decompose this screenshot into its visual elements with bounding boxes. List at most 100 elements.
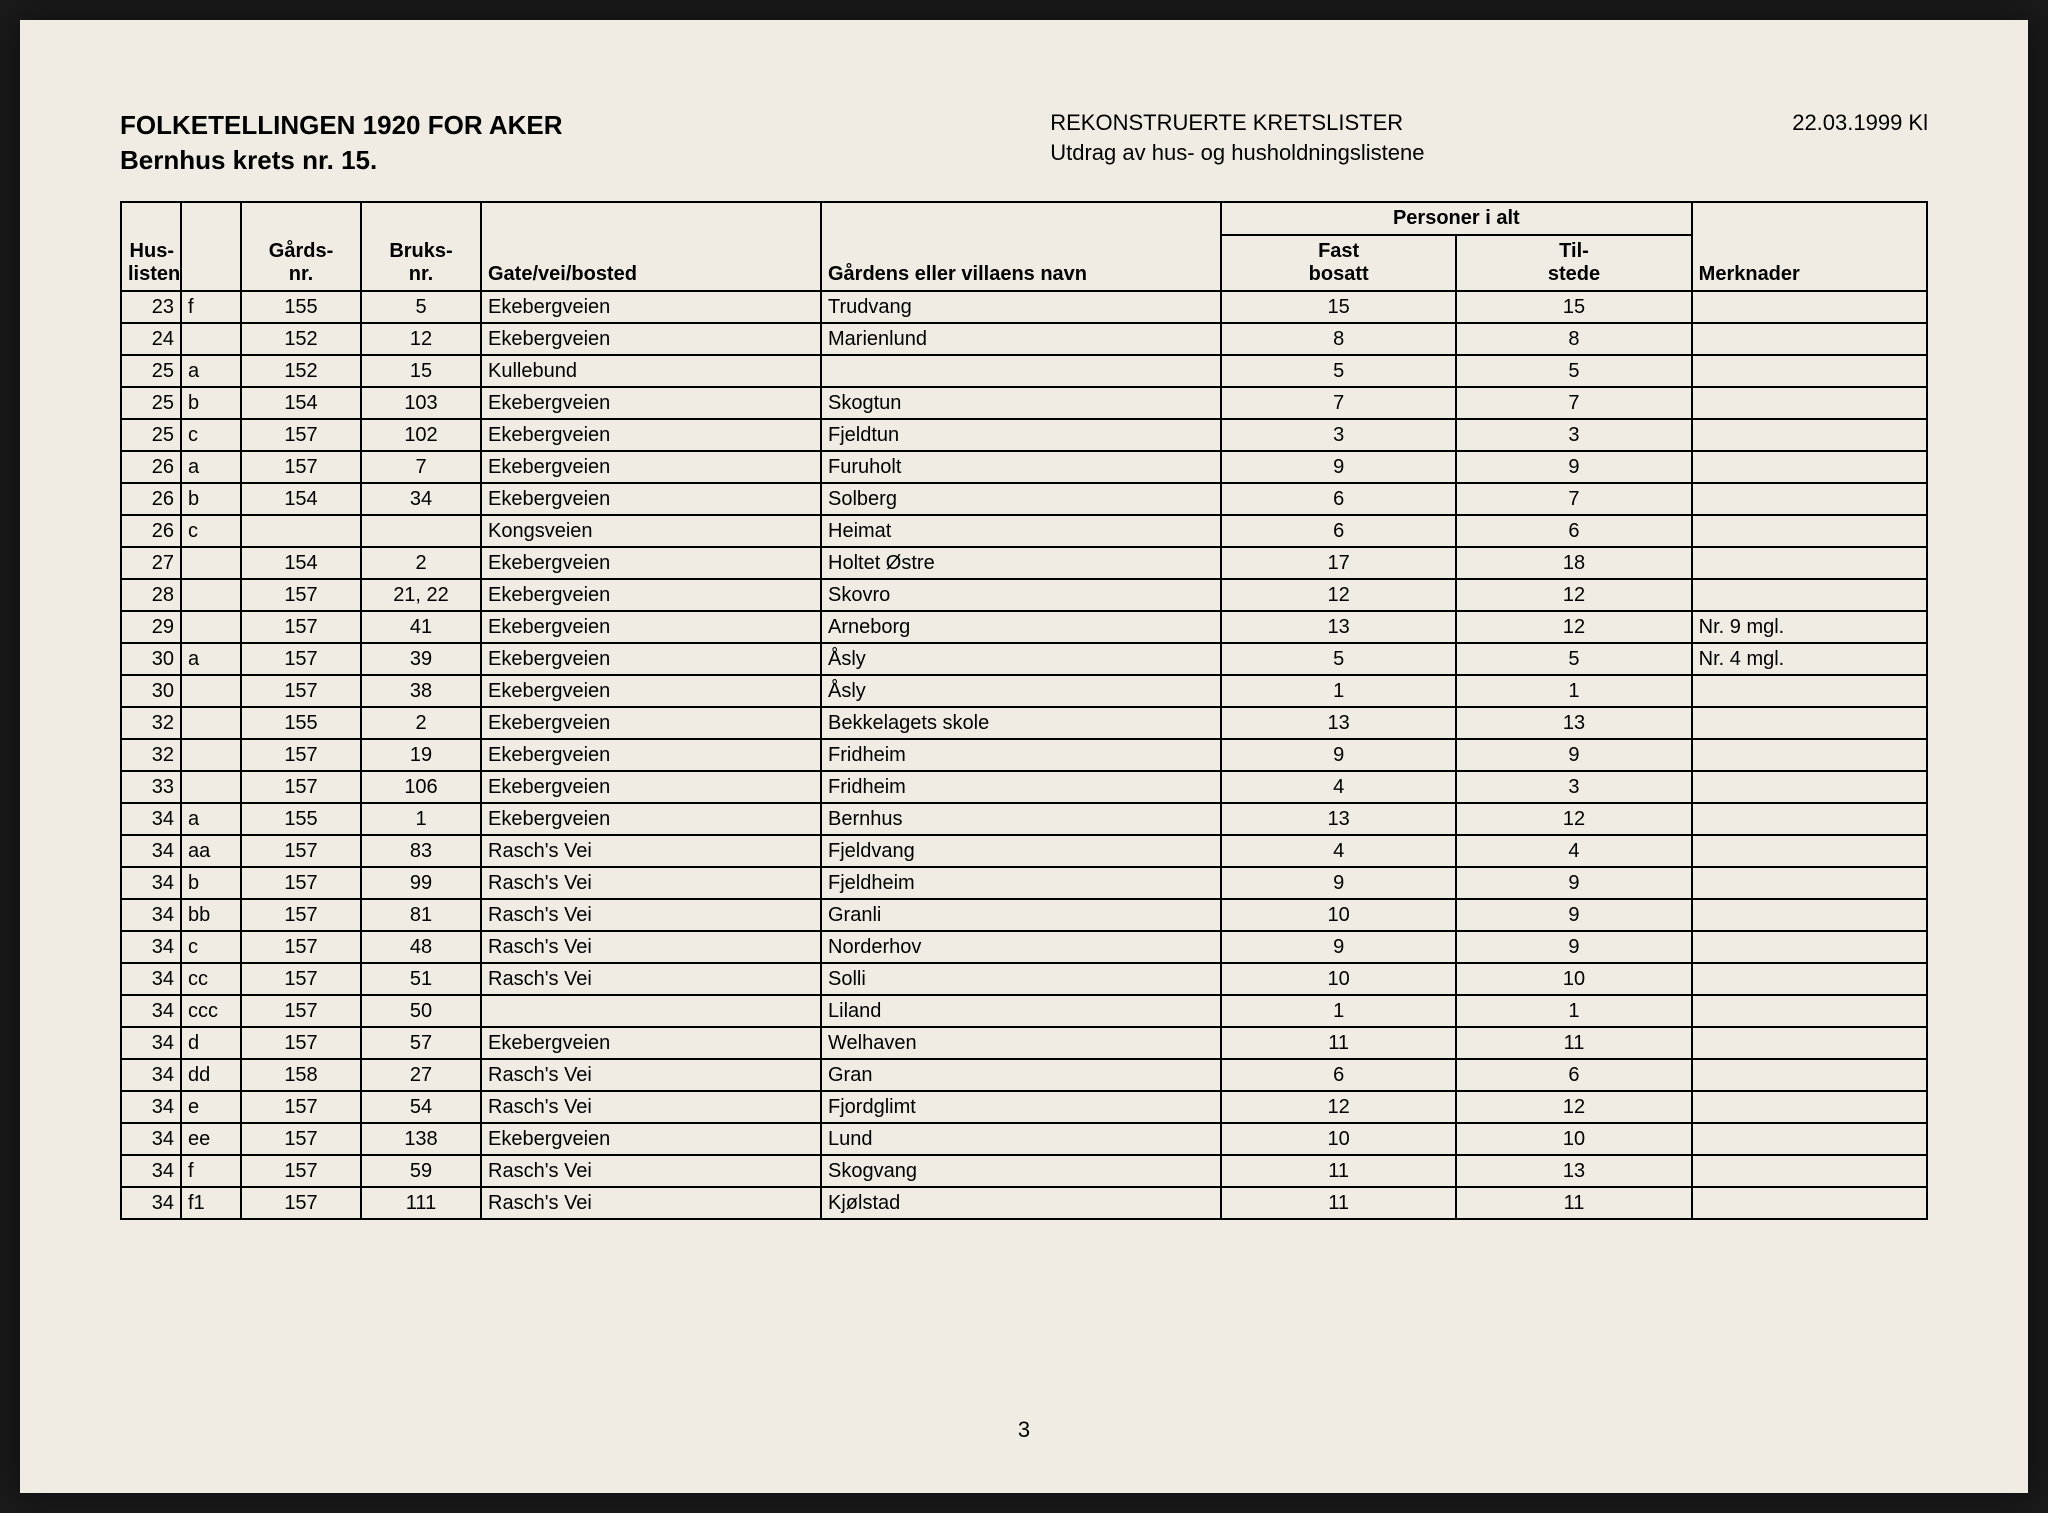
cell-til: 9 — [1456, 739, 1691, 771]
cell-gards: 157 — [241, 1187, 361, 1219]
cell-til: 9 — [1456, 867, 1691, 899]
cell-num: 29 — [121, 611, 181, 643]
cell-navn: Furuholt — [821, 451, 1221, 483]
cell-gate: Ekebergveien — [481, 579, 821, 611]
table-row: 25b154103EkebergveienSkogtun77 — [121, 387, 1927, 419]
cell-suf: d — [181, 1027, 241, 1059]
cell-bruks: 50 — [361, 995, 481, 1027]
cell-navn: Trudvang — [821, 291, 1221, 323]
cell-bruks: 12 — [361, 323, 481, 355]
cell-til: 12 — [1456, 803, 1691, 835]
cell-suf: f — [181, 291, 241, 323]
cell-suf: b — [181, 387, 241, 419]
cell-merk — [1692, 1155, 1927, 1187]
cell-gards: 157 — [241, 835, 361, 867]
cell-suf: f1 — [181, 1187, 241, 1219]
cell-bruks: 106 — [361, 771, 481, 803]
cell-merk — [1692, 963, 1927, 995]
cell-gards: 157 — [241, 995, 361, 1027]
fast-l2: bosatt — [1309, 263, 1369, 285]
huslistenr-l1: Hus- — [130, 240, 174, 262]
cell-gate: Rasch's Vei — [481, 1091, 821, 1123]
cell-navn: Fjeldheim — [821, 867, 1221, 899]
cell-navn: Marienlund — [821, 323, 1221, 355]
cell-gate: Ekebergveien — [481, 803, 821, 835]
cell-suf: a — [181, 355, 241, 387]
cell-fast: 9 — [1221, 931, 1456, 963]
cell-suf — [181, 547, 241, 579]
cell-gards: 154 — [241, 483, 361, 515]
cell-gards: 157 — [241, 1123, 361, 1155]
cell-gate: Ekebergveien — [481, 739, 821, 771]
cell-bruks: 48 — [361, 931, 481, 963]
cell-num: 34 — [121, 1123, 181, 1155]
cell-navn: Skogtun — [821, 387, 1221, 419]
cell-suf: a — [181, 643, 241, 675]
header-left: FOLKETELLINGEN 1920 FOR AKER Bernhus kre… — [120, 110, 563, 176]
cell-gards: 157 — [241, 643, 361, 675]
cell-suf: a — [181, 803, 241, 835]
cell-navn: Skovro — [821, 579, 1221, 611]
cell-fast: 11 — [1221, 1187, 1456, 1219]
th-navn — [821, 202, 1221, 235]
cell-gards: 158 — [241, 1059, 361, 1091]
cell-fast: 3 — [1221, 419, 1456, 451]
cell-bruks: 15 — [361, 355, 481, 387]
cell-merk — [1692, 739, 1927, 771]
table-row: 23f1555EkebergveienTrudvang1515 — [121, 291, 1927, 323]
cell-bruks: 5 — [361, 291, 481, 323]
cell-fast: 13 — [1221, 803, 1456, 835]
cell-num: 26 — [121, 451, 181, 483]
cell-bruks: 54 — [361, 1091, 481, 1123]
cell-merk — [1692, 1123, 1927, 1155]
cell-navn: Holtet Østre — [821, 547, 1221, 579]
th-personer-group: Personer i alt — [1221, 202, 1692, 235]
gardsnr-l2: nr. — [289, 263, 313, 285]
th-gardsnr — [241, 202, 361, 235]
cell-fast: 7 — [1221, 387, 1456, 419]
cell-gate: Ekebergveien — [481, 451, 821, 483]
cell-gards: 157 — [241, 931, 361, 963]
cell-til: 3 — [1456, 419, 1691, 451]
table-row: 25a15215Kullebund55 — [121, 355, 1927, 387]
cell-merk — [1692, 803, 1927, 835]
cell-gate: Ekebergveien — [481, 675, 821, 707]
bruksnr-l2: nr. — [409, 263, 433, 285]
cell-navn: Åsly — [821, 675, 1221, 707]
th-gate — [481, 202, 821, 235]
cell-suf: c — [181, 515, 241, 547]
cell-bruks: 2 — [361, 707, 481, 739]
cell-bruks: 19 — [361, 739, 481, 771]
cell-suf — [181, 611, 241, 643]
cell-fast: 6 — [1221, 1059, 1456, 1091]
cell-fast: 1 — [1221, 995, 1456, 1027]
cell-suf: bb — [181, 899, 241, 931]
cell-navn: Granli — [821, 899, 1221, 931]
cell-num: 25 — [121, 355, 181, 387]
cell-gards — [241, 515, 361, 547]
cell-suf: cc — [181, 963, 241, 995]
cell-navn: Bernhus — [821, 803, 1221, 835]
table-row: 34cc15751Rasch's VeiSolli1010 — [121, 963, 1927, 995]
bruksnr-l1: Bruks- — [389, 240, 452, 262]
cell-num: 24 — [121, 323, 181, 355]
cell-bruks: 1 — [361, 803, 481, 835]
cell-fast: 13 — [1221, 611, 1456, 643]
cell-fast: 5 — [1221, 643, 1456, 675]
cell-navn: Kjølstad — [821, 1187, 1221, 1219]
table-row: 26cKongsveienHeimat66 — [121, 515, 1927, 547]
cell-til: 7 — [1456, 483, 1691, 515]
table-row: 34e15754Rasch's VeiFjordglimt1212 — [121, 1091, 1927, 1123]
cell-til: 9 — [1456, 931, 1691, 963]
cell-til: 6 — [1456, 1059, 1691, 1091]
cell-merk — [1692, 1187, 1927, 1219]
cell-til: 1 — [1456, 995, 1691, 1027]
cell-suf — [181, 771, 241, 803]
cell-merk — [1692, 451, 1927, 483]
th-bruksnr-b: Bruks- nr. — [361, 235, 481, 291]
cell-gards: 157 — [241, 1091, 361, 1123]
cell-gards: 152 — [241, 323, 361, 355]
cell-fast: 9 — [1221, 451, 1456, 483]
th-til: Til- stede — [1456, 235, 1691, 291]
cell-fast: 1 — [1221, 675, 1456, 707]
